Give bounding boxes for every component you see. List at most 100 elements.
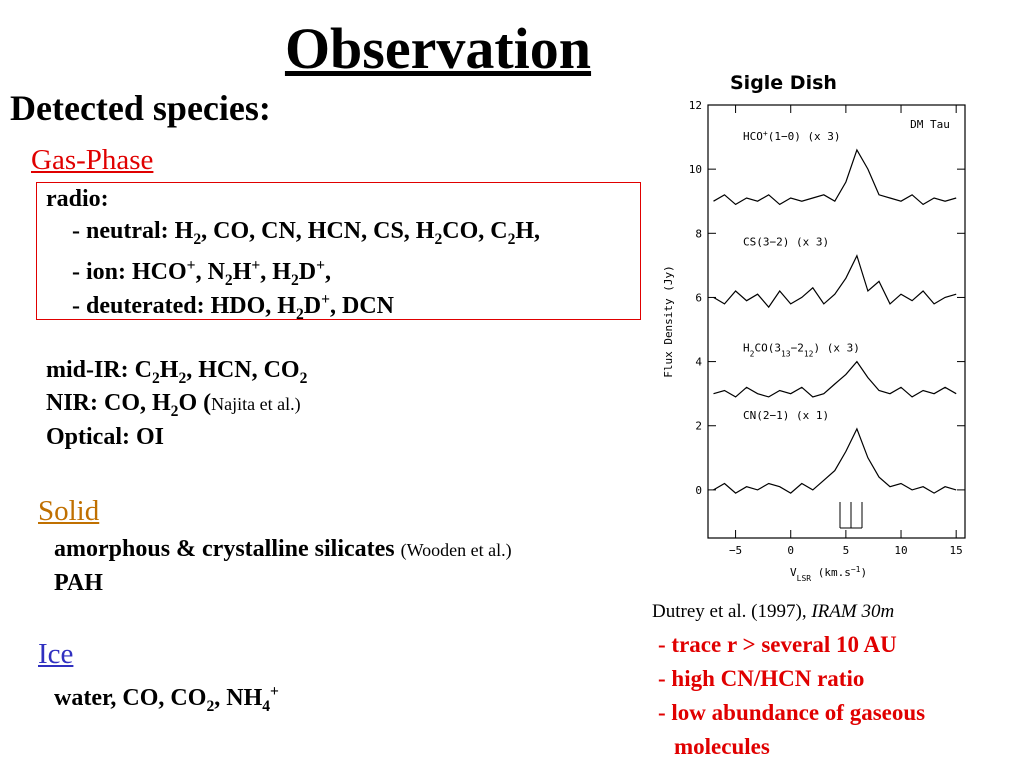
plot-frame (707, 104, 966, 539)
text: D (298, 259, 317, 285)
text: Optical: OI (46, 424, 164, 450)
text: radio: (46, 186, 109, 212)
slide-title: Observation (284, 16, 592, 81)
text-sup: −1 (851, 565, 861, 574)
highlight-box (36, 182, 641, 320)
text-line: PAH (54, 568, 103, 598)
text: H (743, 342, 750, 355)
text: D (303, 293, 322, 319)
spectrum-line (713, 254, 957, 309)
x-axis-label: VLSR (km.s−1) (790, 565, 867, 583)
text-sub: 2 (295, 305, 304, 323)
x-tick-label: 0 (787, 544, 794, 557)
text-sub: 12 (804, 349, 814, 358)
spectrum-line (713, 360, 957, 398)
text: mid-IR: C (46, 357, 152, 383)
text-sub: 2 (170, 402, 179, 420)
text-sub: 2 (178, 369, 187, 387)
text: HCO (743, 130, 763, 143)
text: Dutrey et al. (1997), (652, 601, 812, 622)
text-sub: 2 (152, 369, 160, 387)
text-sub: 2 (193, 230, 202, 248)
text-sup: + (251, 257, 261, 274)
figure-caption: Sigle Dish (730, 72, 837, 94)
text-sup: + (186, 257, 196, 274)
text-sup: + (316, 257, 325, 274)
y-tick-label: 6 (695, 291, 702, 304)
text-sup: + (321, 291, 330, 308)
x-tick-label: 10 (894, 544, 907, 557)
y-tick-label: 4 (695, 356, 702, 369)
note: - high CN/HCN ratio (658, 666, 865, 691)
x-tick-label: 5 (843, 544, 850, 557)
text-sub: 2 (750, 349, 755, 358)
text: CS(3−2) (x 3) (743, 236, 829, 249)
text: ) (860, 566, 867, 579)
section-title: Solid (38, 495, 100, 527)
text-line: radio: (46, 184, 109, 214)
text-sub: 2 (434, 230, 443, 248)
text: H (159, 357, 179, 383)
spectrum-chart: 0 2 4 6 8 10 12 −5 0 5 10 15 DM Tau Flux Density (Jy)… (662, 99, 966, 583)
text-line: mid-IR: C2H2, HCN, CO2 (46, 355, 307, 394)
text: V (790, 566, 797, 579)
hyperfine-markers (839, 502, 863, 529)
text-line: amorphous & crystalline silicates (Woode… (54, 534, 512, 565)
text: CO, C (442, 218, 508, 244)
y-tick-label: 8 (695, 227, 702, 240)
text-line: Optical: OI (46, 422, 164, 452)
series-label: H2CO(313−212) (x 3) (743, 342, 860, 359)
y-tick-label: 2 (695, 420, 702, 433)
text-small: Najita et al.) (211, 394, 301, 414)
y-axis-label: Flux Density (Jy) (662, 265, 675, 378)
reference: Dutrey et al. (1997), IRAM 30m (652, 601, 894, 623)
text-sup: + (763, 128, 768, 137)
x-tick-label: −5 (729, 544, 742, 557)
text-line: NIR: CO, H2O (Najita et al.) (46, 388, 301, 427)
text: - deuterated: HDO, H (72, 293, 296, 319)
text-sub: 2 (299, 369, 308, 387)
chart-title: DM Tau (910, 118, 950, 131)
spectrum-line (713, 427, 957, 494)
text: PAH (54, 570, 103, 596)
text-sub: 13 (781, 349, 791, 358)
text-italic: IRAM 30m (811, 601, 895, 622)
section-title: Ice (38, 638, 74, 670)
text: , N (195, 259, 225, 285)
series-label: CN(2−1) (x 1) (743, 409, 829, 422)
text: water, CO, CO (54, 685, 207, 711)
text-sub: 4 (262, 697, 271, 715)
text-sub: 2 (224, 271, 233, 289)
text: , (324, 259, 331, 285)
series-label: HCO+(1−0) (x 3) (743, 128, 841, 143)
text-sub: 2 (206, 697, 215, 715)
text: amorphous & crystalline silicates (54, 536, 401, 562)
text-sub: 2 (507, 230, 516, 248)
text-line: - ion: HCO+, N2H+, H2D+, (72, 251, 331, 296)
text-sub: 2 (290, 271, 299, 289)
heading: Detected species: (10, 88, 271, 128)
text-line: water, CO, CO2, NH4+ (54, 677, 279, 722)
text: , NH (214, 685, 263, 711)
y-tick-label: 0 (695, 484, 702, 497)
note: - trace r > several 10 AU (658, 632, 897, 657)
text-sup: + (270, 683, 279, 700)
notes: - trace r > several 10 AU - high CN/HCN r… (658, 628, 1018, 764)
text: , H (260, 259, 291, 285)
text: CN(2−1) (x 1) (743, 409, 829, 422)
x-tick-label: 15 (950, 544, 963, 557)
text-line: - neutral: H2, CO, CN, HCN, CS, H2CO, C2… (72, 216, 540, 255)
y-tick-label: 12 (689, 99, 702, 112)
text: (km.s (811, 566, 851, 579)
text: CO(3 (754, 342, 781, 355)
note: - low abundance of gaseous molecules (658, 700, 926, 759)
text: - ion: HCO (72, 259, 187, 285)
text: , CO, CN, HCN, CS, H (201, 218, 435, 244)
series-label: CS(3−2) (x 3) (743, 236, 829, 249)
text: ) (x 3) (813, 342, 859, 355)
text: H, (515, 218, 541, 244)
text: (1−0) (x 3) (768, 130, 841, 143)
text-line: - deuterated: HDO, H2D+, DCN (72, 285, 394, 330)
text: −2 (791, 342, 804, 355)
